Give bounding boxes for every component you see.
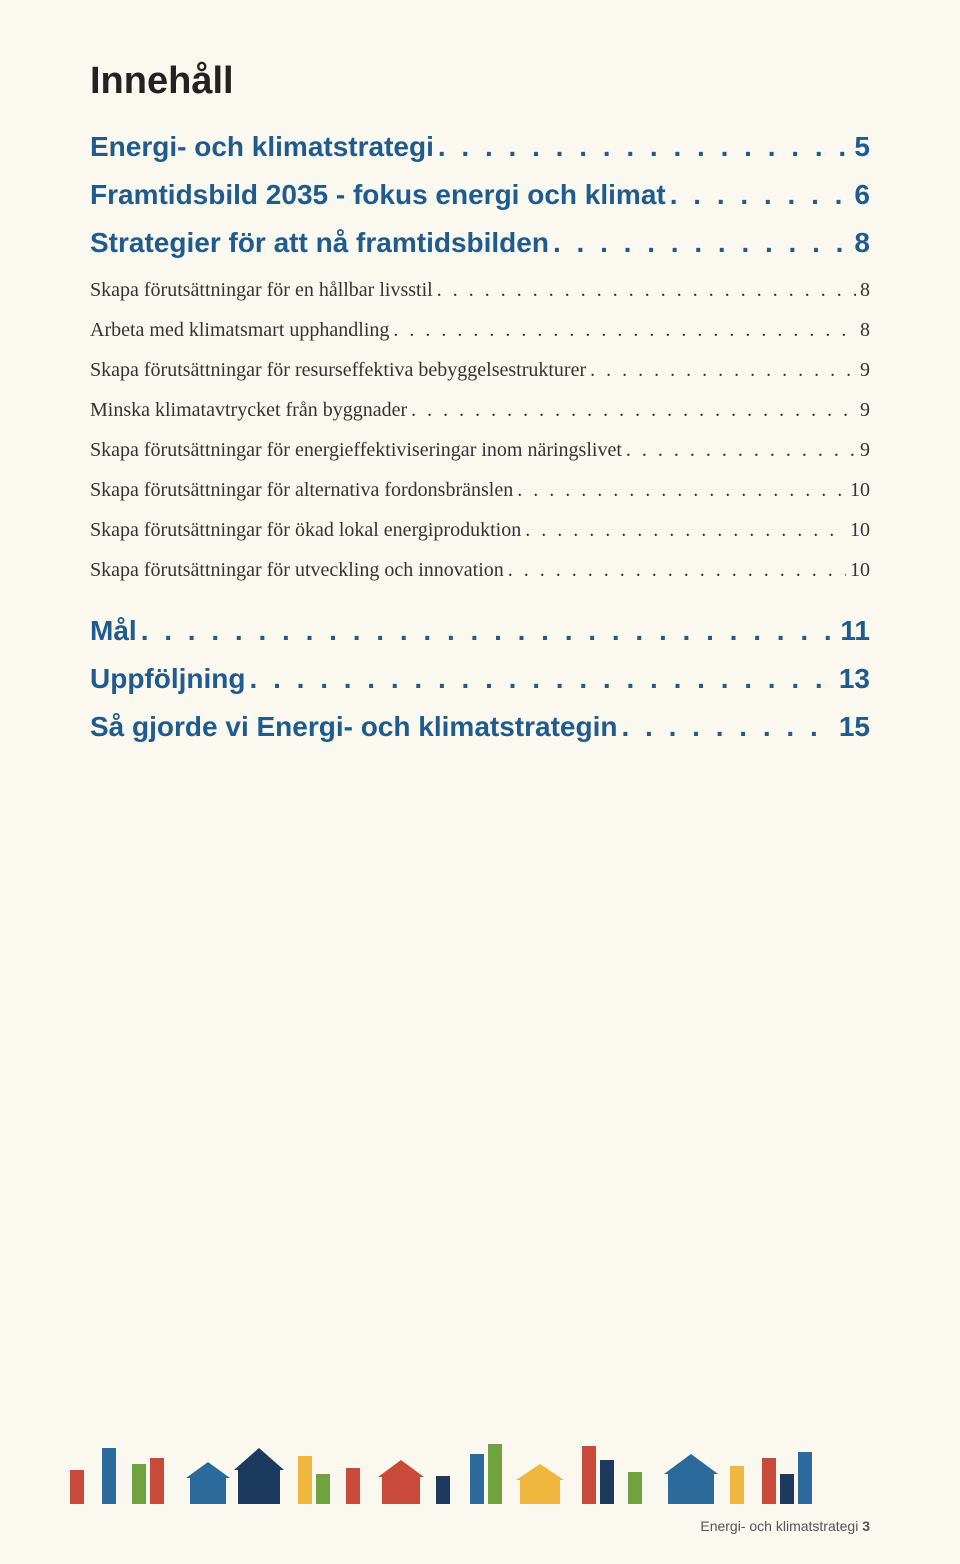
toc-entry-label: Skapa förutsättningar för alternativa fo… [90, 475, 513, 505]
footer-text: Energi- och klimatstrategi 3 [700, 1518, 870, 1534]
toc-leader-dots: . . . . . . . . . . . . . . . . . . . . … [437, 275, 856, 305]
skyline-bar [298, 1456, 312, 1504]
toc-entry-label: Mål [90, 615, 137, 647]
footer-page-number: 3 [862, 1518, 870, 1534]
toc-entry-label: Strategier för att nå framtidsbilden [90, 227, 549, 259]
toc-entry-label: Skapa förutsättningar för ökad lokal ene… [90, 515, 521, 545]
toc-entry-page: 13 [839, 663, 870, 695]
skyline-house [186, 1462, 230, 1504]
toc-entry-page: 8 [860, 315, 870, 345]
toc-entry-page: 15 [839, 711, 870, 743]
toc-entry-label: Energi- och klimatstrategi [90, 131, 434, 163]
skyline-bar [780, 1474, 794, 1504]
skyline-bar [346, 1468, 360, 1504]
toc-entry-page: 6 [854, 179, 870, 211]
toc-leader-dots: . . . . . . . . . . . . . . . . . . . . … [670, 179, 851, 211]
toc-entry-label: Skapa förutsättningar för resurseffektiv… [90, 355, 586, 385]
toc-leader-dots: . . . . . . . . . . . . . . . . . . . . … [411, 395, 856, 425]
skyline-bar [470, 1454, 484, 1504]
skyline-house [664, 1454, 718, 1504]
toc-leader-dots: . . . . . . . . . . . . . . . . . . . . … [621, 711, 834, 743]
toc-entry-page: 10 [850, 555, 870, 585]
skyline-bar [762, 1458, 776, 1504]
toc-entry-label: Skapa förutsättningar för energieffektiv… [90, 435, 622, 465]
footer-skyline-graphic [0, 1444, 960, 1504]
toc-leader-dots: . . . . . . . . . . . . . . . . . . . . … [553, 227, 850, 259]
skyline-bar [628, 1472, 642, 1504]
toc-entry-label: Skapa förutsättningar för en hållbar liv… [90, 275, 433, 305]
toc-entry-label: Uppföljning [90, 663, 246, 695]
toc-entry: Skapa förutsättningar för energieffektiv… [90, 435, 870, 465]
skyline-bar [730, 1466, 744, 1504]
toc-entry-label: Framtidsbild 2035 - fokus energi och kli… [90, 179, 666, 211]
skyline-bar [316, 1474, 330, 1504]
toc-entry: Så gjorde vi Energi- och klimatstrategin… [90, 711, 870, 743]
toc-entry: Mål. . . . . . . . . . . . . . . . . . .… [90, 615, 870, 647]
toc-entry: Minska klimatavtrycket från byggnader. .… [90, 395, 870, 425]
toc-entry-label: Så gjorde vi Energi- och klimatstrategin [90, 711, 617, 743]
toc-entry-page: 9 [860, 355, 870, 385]
toc-entry-page: 9 [860, 395, 870, 425]
toc-entry-page: 8 [860, 275, 870, 305]
toc-entry-label: Arbeta med klimatsmart upphandling [90, 315, 389, 345]
toc-entry-page: 10 [850, 475, 870, 505]
toc-leader-dots: . . . . . . . . . . . . . . . . . . . . … [626, 435, 856, 465]
toc-leader-dots: . . . . . . . . . . . . . . . . . . . . … [393, 315, 856, 345]
toc-entry-page: 10 [850, 515, 870, 545]
toc-entry: Skapa förutsättningar för ökad lokal ene… [90, 515, 870, 545]
toc-entry: Uppföljning. . . . . . . . . . . . . . .… [90, 663, 870, 695]
skyline-bar [436, 1476, 450, 1504]
toc-entry-page: 5 [854, 131, 870, 163]
toc-entry: Skapa förutsättningar för alternativa fo… [90, 475, 870, 505]
toc-entry: Framtidsbild 2035 - fokus energi och kli… [90, 179, 870, 211]
toc-leader-dots: . . . . . . . . . . . . . . . . . . . . … [141, 615, 837, 647]
skyline-bar [150, 1458, 164, 1504]
toc-entry-label: Minska klimatavtrycket från byggnader [90, 395, 407, 425]
toc-entry-label: Skapa förutsättningar för utveckling och… [90, 555, 504, 585]
skyline-bar [132, 1464, 146, 1504]
toc-entry-page: 8 [854, 227, 870, 259]
skyline-house [516, 1464, 564, 1504]
toc-leader-dots: . . . . . . . . . . . . . . . . . . . . … [590, 355, 856, 385]
toc-entry-page: 9 [860, 435, 870, 465]
toc-entry: Skapa förutsättningar för en hållbar liv… [90, 275, 870, 305]
skyline-bar [102, 1448, 116, 1504]
toc-entry: Strategier för att nå framtidsbilden. . … [90, 227, 870, 259]
toc-entry: Arbeta med klimatsmart upphandling. . . … [90, 315, 870, 345]
skyline-bar [600, 1460, 614, 1504]
toc-leader-dots: . . . . . . . . . . . . . . . . . . . . … [508, 555, 846, 585]
toc-entry: Energi- och klimatstrategi. . . . . . . … [90, 131, 870, 163]
skyline-house [378, 1460, 424, 1504]
toc-leader-dots: . . . . . . . . . . . . . . . . . . . . … [525, 515, 846, 545]
document-page: Innehåll Energi- och klimatstrategi. . .… [0, 0, 960, 743]
footer-label: Energi- och klimatstrategi [700, 1518, 858, 1534]
toc-leader-dots: . . . . . . . . . . . . . . . . . . . . … [250, 663, 835, 695]
skyline-house [234, 1448, 284, 1504]
table-of-contents: Energi- och klimatstrategi. . . . . . . … [90, 131, 870, 743]
skyline-bar [798, 1452, 812, 1504]
toc-entry: Skapa förutsättningar för utveckling och… [90, 555, 870, 585]
skyline-bar [488, 1444, 502, 1504]
skyline-bar [70, 1470, 84, 1504]
toc-leader-dots: . . . . . . . . . . . . . . . . . . . . … [517, 475, 846, 505]
toc-entry: Skapa förutsättningar för resurseffektiv… [90, 355, 870, 385]
toc-leader-dots: . . . . . . . . . . . . . . . . . . . . … [438, 131, 851, 163]
skyline-bar [582, 1446, 596, 1504]
toc-title: Innehåll [90, 60, 870, 103]
toc-entry-page: 11 [840, 615, 870, 647]
